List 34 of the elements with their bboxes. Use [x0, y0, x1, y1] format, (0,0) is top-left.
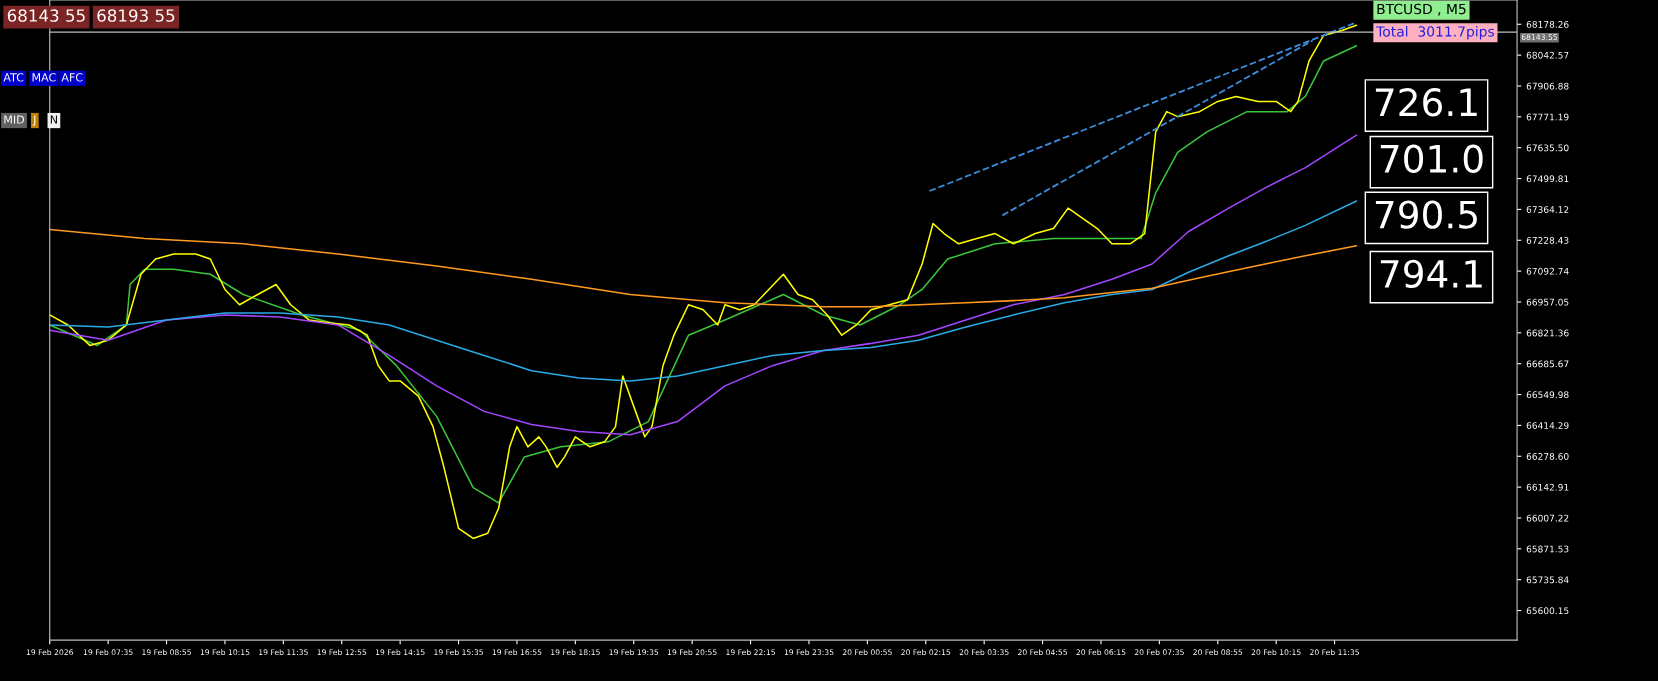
annotation: 68143 55: [7, 9, 85, 22]
y-tick-label: 67092.74: [1526, 267, 1569, 275]
y-tick-label: 66685.67: [1526, 360, 1569, 368]
y-tick-label: 66142.91: [1526, 483, 1569, 491]
y-tick-label: 66414.29: [1526, 422, 1569, 429]
y-tick-label: 67635.50: [1526, 144, 1569, 152]
text: ATC: [3, 73, 24, 82]
annotation: 790.5: [1375, 200, 1477, 229]
annotation: 794.1: [1380, 259, 1482, 289]
annotation: N: [50, 115, 57, 124]
annotation: AFC: [61, 73, 83, 82]
y-tick-label: 67228.43: [1526, 237, 1569, 244]
y-tick-label: 66549.98: [1526, 391, 1569, 399]
annotation: BTCUSD , M5: [1377, 3, 1466, 16]
annotation: 701.0: [1380, 144, 1483, 173]
y-tick-label: 66007.22: [1526, 514, 1569, 522]
annotation: 68193 55: [97, 9, 175, 22]
y-tick-label: 66821.36: [1526, 329, 1569, 337]
y-tick-label: 67906.88: [1526, 82, 1569, 90]
y-tick-label: 68178.26: [1526, 21, 1569, 28]
y-tick-label: 68042.57: [1526, 51, 1569, 59]
y-tick-label: 65871.53: [1526, 545, 1569, 553]
text: J: [32, 115, 36, 126]
annotation: MAC: [32, 73, 56, 82]
y-tick-label: 65600.15: [1526, 607, 1569, 615]
y-tick-label: 67499.81: [1526, 175, 1569, 183]
y-tick-label: 67771.19: [1526, 113, 1569, 121]
text: MID: [4, 115, 25, 124]
y-tick-label: 65735.84: [1526, 576, 1569, 584]
annotation: Total 3011.7pips: [1376, 25, 1495, 40]
y-tick-label: 66278.60: [1526, 452, 1569, 460]
y-tick-label: 67364.12: [1526, 206, 1569, 213]
y-tick-label: 66957.05: [1526, 298, 1569, 306]
annotation: 726.1: [1375, 88, 1477, 117]
